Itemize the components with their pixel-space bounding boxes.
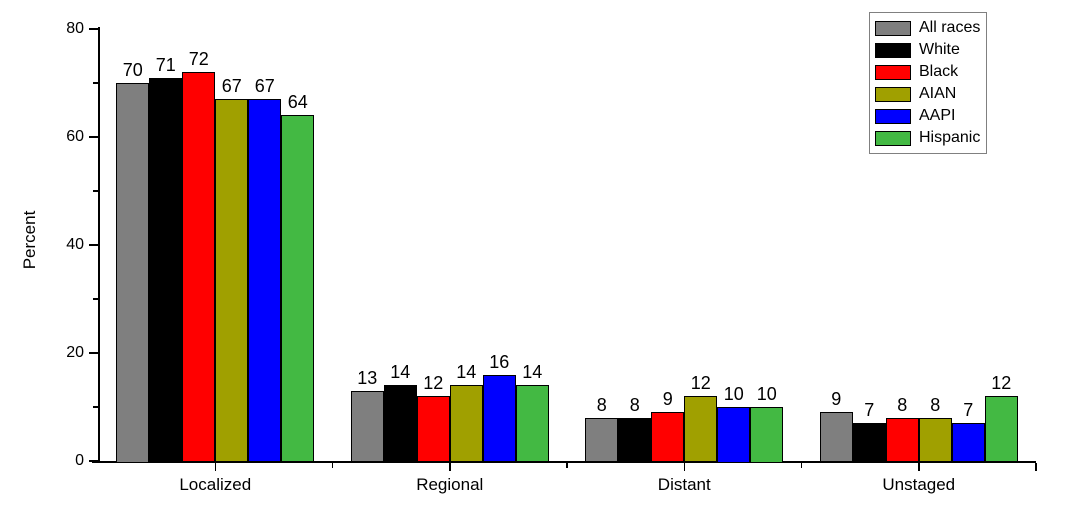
legend-swatch-icon <box>875 108 911 124</box>
bar-value-aapi-unstaged: 7 <box>963 400 974 421</box>
legend-item: Hispanic <box>875 127 980 149</box>
bar-value-black-regional: 12 <box>423 373 444 394</box>
y-tick-minor <box>93 298 98 300</box>
legend-item: AAPI <box>875 105 980 127</box>
y-axis-title: Percent <box>20 210 39 270</box>
bar-white-localized <box>149 77 183 463</box>
x-tick-major <box>214 462 216 471</box>
x-tick-minor <box>800 462 803 468</box>
y-tick-label: 80 <box>66 20 84 37</box>
legend-label: AAPI <box>919 107 956 124</box>
bar-value-hispanic-regional: 14 <box>522 362 543 383</box>
bar-aian-regional <box>449 385 483 463</box>
y-tick-major <box>89 244 98 246</box>
bar-white-regional <box>383 385 417 463</box>
bar-value-all-races-unstaged: 9 <box>831 389 842 410</box>
bar-value-hispanic-unstaged: 12 <box>991 373 1012 394</box>
bar-value-aian-regional: 14 <box>456 362 477 383</box>
bar-value-hispanic-localized: 64 <box>287 92 308 113</box>
legend-label: All races <box>919 19 981 36</box>
bar-black-unstaged <box>885 417 919 463</box>
x-axis-line <box>92 461 1036 463</box>
x-tick-minor <box>331 462 334 468</box>
bar-black-distant <box>651 412 685 463</box>
legend-item: All races <box>875 17 980 39</box>
bar-value-black-distant: 9 <box>662 389 673 410</box>
legend-swatch-icon <box>875 20 911 36</box>
bar-all-races-localized <box>116 83 150 463</box>
bar-hispanic-unstaged <box>984 396 1018 463</box>
bar-value-white-regional: 14 <box>390 362 411 383</box>
bar-aapi-localized <box>248 99 282 463</box>
bar-value-aian-distant: 12 <box>690 373 711 394</box>
category-label-distant: Distant <box>657 475 711 494</box>
legend-swatch-icon <box>875 64 911 80</box>
category-label-unstaged: Unstaged <box>882 475 956 494</box>
y-tick-label: 60 <box>66 128 84 145</box>
x-tick-minor <box>1035 462 1037 471</box>
bar-value-black-unstaged: 8 <box>897 394 908 415</box>
y-tick-label: 40 <box>66 236 84 253</box>
legend-item: Black <box>875 61 980 83</box>
y-tick-label: 0 <box>75 452 84 469</box>
bar-value-white-localized: 71 <box>155 54 176 75</box>
bar-aian-distant <box>684 396 718 463</box>
bar-value-white-unstaged: 7 <box>864 400 875 421</box>
legend-swatch-icon <box>875 42 911 58</box>
bar-value-aapi-regional: 16 <box>489 351 510 372</box>
y-tick-major <box>89 460 98 462</box>
y-tick-label: 20 <box>66 344 84 361</box>
bar-aian-unstaged <box>918 417 952 463</box>
y-tick-minor <box>93 82 98 84</box>
bar-value-all-races-localized: 70 <box>122 60 143 80</box>
category-label-regional: Regional <box>416 475 484 494</box>
x-tick-major <box>918 462 920 471</box>
category-label-localized: Localized <box>179 475 252 494</box>
bar-value-white-distant: 8 <box>629 394 640 415</box>
y-tick-major <box>89 136 98 138</box>
y-axis-line <box>98 27 100 463</box>
x-tick-major <box>683 462 685 471</box>
legend-label: White <box>919 41 960 58</box>
bar-black-regional <box>416 396 450 463</box>
bar-hispanic-localized <box>281 115 315 463</box>
legend-item: AIAN <box>875 83 980 105</box>
bar-value-aapi-distant: 10 <box>723 384 744 404</box>
bar-value-hispanic-distant: 10 <box>756 384 777 404</box>
y-tick-minor <box>93 406 98 408</box>
bar-aapi-regional <box>482 374 516 463</box>
bar-white-unstaged <box>852 423 886 463</box>
legend-label: Hispanic <box>919 129 981 146</box>
bar-value-aian-localized: 67 <box>221 76 242 97</box>
bar-value-all-races-regional: 13 <box>357 367 378 388</box>
legend: All races White Black AIAN AAPI Hispanic <box>869 12 988 154</box>
legend-label: AIAN <box>919 85 957 102</box>
bar-all-races-regional <box>350 390 384 463</box>
x-tick-minor <box>566 462 568 468</box>
bar-all-races-distant <box>585 417 619 463</box>
bar-value-aapi-localized: 67 <box>254 76 275 97</box>
bar-all-races-unstaged <box>819 412 853 463</box>
bar-aapi-unstaged <box>951 423 985 463</box>
bar-value-black-localized: 72 <box>188 49 209 70</box>
bar-value-aian-unstaged: 8 <box>930 394 941 415</box>
bar-value-all-races-distant: 8 <box>596 394 607 415</box>
x-tick-major <box>449 462 451 471</box>
y-tick-minor <box>93 190 98 192</box>
bar-aian-localized <box>215 99 249 463</box>
legend-label: Black <box>919 63 959 80</box>
bar-black-localized <box>182 72 216 463</box>
bar-aapi-distant <box>717 407 751 463</box>
legend-item: White <box>875 39 980 61</box>
y-tick-major <box>89 352 98 354</box>
bar-hispanic-regional <box>515 385 549 463</box>
bar-white-distant <box>618 417 652 463</box>
y-tick-major <box>89 28 98 30</box>
legend-swatch-icon <box>875 130 911 146</box>
legend-swatch-icon <box>875 86 911 102</box>
bar-hispanic-distant <box>750 407 784 463</box>
